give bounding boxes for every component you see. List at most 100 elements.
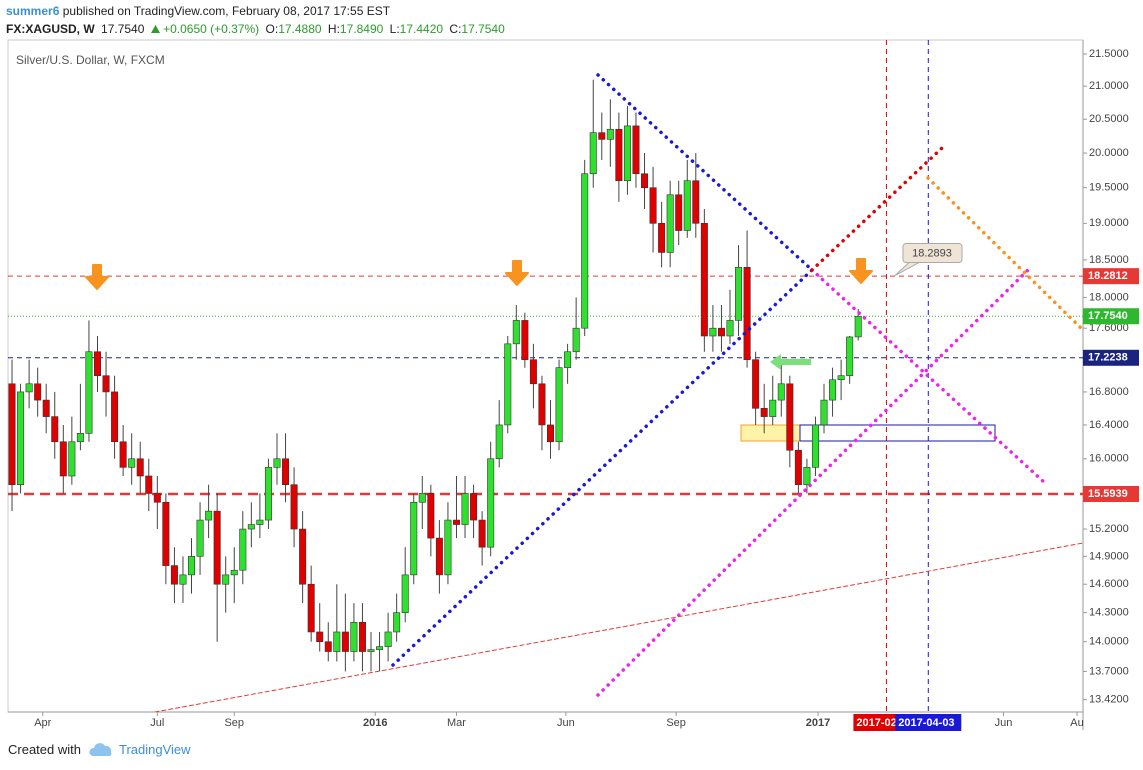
- candle-body: [93, 351, 101, 377]
- x-tick-label: Jun: [995, 717, 1013, 729]
- price-label: 15.5939: [1088, 488, 1128, 500]
- candle-body: [273, 458, 281, 468]
- candle-body: [589, 132, 597, 175]
- candle-body: [581, 173, 589, 329]
- low-label: L:: [389, 22, 400, 36]
- candle-body: [769, 399, 777, 417]
- zone-box: [799, 424, 996, 442]
- published: published on TradingView.com, February 0…: [62, 4, 391, 18]
- candle-body: [837, 375, 845, 381]
- candle-body: [17, 391, 25, 486]
- price-label-box: [1083, 349, 1139, 366]
- brand[interactable]: TradingView: [118, 742, 191, 757]
- candle-body: [487, 458, 495, 548]
- callout-box: [902, 243, 963, 264]
- candle-body: [188, 556, 196, 576]
- candle-body: [803, 467, 811, 486]
- candle-body: [675, 194, 683, 231]
- y-tick-label: 17.6000: [1089, 322, 1129, 334]
- candle-body: [307, 583, 315, 633]
- x-tick-label: Mar: [447, 717, 466, 729]
- y-tick-label: 14.0000: [1089, 636, 1129, 648]
- x-tick-label: Jul: [150, 717, 164, 729]
- created-with: Created with: [8, 742, 81, 757]
- y-tick-label: 21.5000: [1089, 48, 1129, 60]
- candle-body: [794, 449, 802, 486]
- arrow-down: [505, 260, 529, 286]
- y-tick-label: 18.0000: [1089, 291, 1129, 303]
- candle-body: [76, 433, 84, 443]
- candle-body: [264, 467, 272, 521]
- price-label: 17.7540: [1088, 310, 1128, 322]
- candle-body: [256, 519, 264, 525]
- candle-body: [222, 574, 230, 585]
- candle-body: [461, 493, 469, 525]
- date-label: 2017-02: [856, 717, 896, 729]
- candle-body: [683, 180, 691, 231]
- price-label-box: [1083, 268, 1139, 285]
- candle-body: [68, 441, 76, 477]
- y-tick-label: 14.6000: [1089, 578, 1129, 590]
- candle-body: [452, 519, 460, 525]
- candle-body: [444, 519, 452, 576]
- candle-body: [59, 441, 67, 477]
- candle-body: [350, 621, 358, 652]
- header-line-2: FX:XAGUSD, W 17.7540 +0.0650 (+0.37%) O:…: [6, 20, 508, 38]
- x-tick-label: Sep: [666, 717, 686, 729]
- chart: Silver/U.S. Dollar, W, FXCM 21.5000 21.00…: [7, 39, 1139, 731]
- candle-body: [478, 519, 486, 548]
- header-line-1: summer6 published on TradingView.com, Fe…: [6, 2, 508, 20]
- candle-body: [213, 510, 221, 585]
- date-label-box: [895, 714, 962, 731]
- candle-body: [145, 475, 153, 494]
- candle-body: [846, 336, 854, 377]
- trendline: [810, 146, 944, 272]
- chart-title: Silver/U.S. Dollar, W, FXCM: [16, 53, 165, 67]
- candle-body: [333, 631, 341, 652]
- candle-body: [811, 424, 819, 468]
- candle-body: [829, 379, 837, 401]
- candle-body: [8, 383, 16, 486]
- boxes: [740, 424, 996, 442]
- change: +0.0650 (+0.37%): [163, 22, 260, 36]
- open-label: O:: [265, 22, 279, 36]
- candle-body: [470, 493, 478, 521]
- last-price: 17.7540: [101, 22, 145, 36]
- y-tick-label: 15.2000: [1089, 523, 1129, 535]
- y-tick-label: 16.4000: [1089, 419, 1129, 431]
- candle-body: [512, 320, 520, 345]
- candle-body: [606, 128, 614, 140]
- candle-body: [85, 351, 93, 434]
- plot-area: [7, 39, 1084, 713]
- candle-body: [786, 383, 794, 451]
- candle-body: [820, 399, 828, 426]
- candle-body: [547, 424, 555, 443]
- candle-body: [435, 537, 443, 576]
- footer: Created with TradingView: [8, 742, 191, 757]
- candle-body: [521, 320, 529, 360]
- candle-body: [666, 194, 674, 253]
- price-label: 18.2812: [1088, 270, 1128, 282]
- header: summer6 published on TradingView.com, Fe…: [6, 2, 508, 38]
- up-icon: [150, 25, 160, 33]
- price-label: 17.2238: [1088, 352, 1128, 364]
- y-tick-label: 14.9000: [1089, 550, 1129, 562]
- y-tick-label: 19.0000: [1089, 217, 1129, 229]
- x-tick-label: 2017: [806, 717, 830, 729]
- author[interactable]: summer6: [6, 4, 60, 18]
- candle-body: [358, 621, 366, 652]
- trendline: [926, 176, 1083, 332]
- candle-body: [641, 173, 649, 189]
- candle-body: [239, 528, 247, 571]
- y-tick-label: 20.0000: [1089, 147, 1129, 159]
- callout-label: 18.2893: [912, 247, 952, 259]
- y-tick-label: 16.0000: [1089, 453, 1129, 465]
- candle-body: [615, 128, 623, 182]
- candle-body: [299, 528, 307, 585]
- candle-body: [25, 383, 33, 393]
- y-tick-label: 16.8000: [1089, 386, 1129, 398]
- candle-body: [555, 367, 563, 443]
- candle-body: [384, 631, 392, 647]
- price-label-box: [1083, 308, 1139, 325]
